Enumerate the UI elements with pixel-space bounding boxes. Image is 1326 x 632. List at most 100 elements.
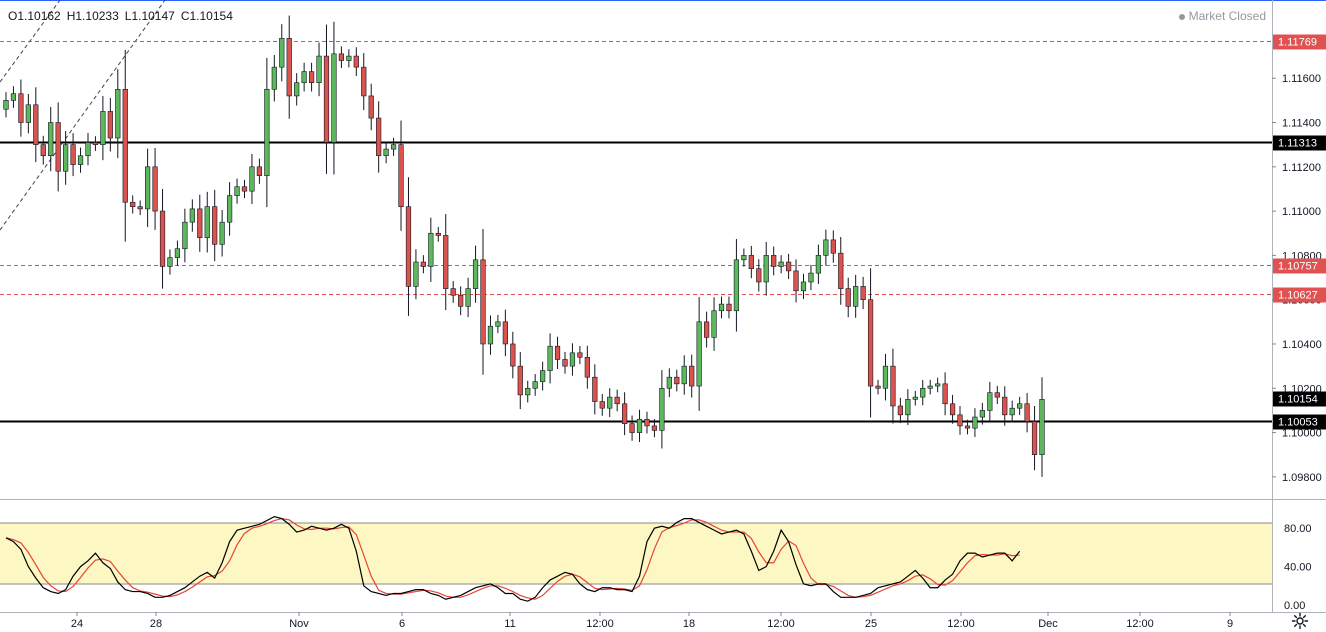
candle-body	[994, 392, 1000, 398]
trendline-2[interactable]	[0, 0, 166, 231]
x-tick-label: 11	[504, 618, 515, 630]
x-tick-label: 12:00	[586, 618, 614, 630]
ohlc-open: O1.10162	[8, 9, 61, 23]
candle-body	[756, 268, 762, 283]
candle-body	[927, 385, 933, 389]
candle-body	[584, 356, 590, 378]
candle-body	[33, 104, 39, 145]
candle-body	[517, 365, 523, 396]
candle-body	[1031, 421, 1038, 456]
candle-body	[815, 255, 822, 274]
candle-body	[130, 201, 136, 207]
ohlc-high: H1.10233	[66, 9, 119, 23]
candle-body	[145, 166, 151, 210]
candle-body	[100, 111, 106, 145]
candle-body	[435, 232, 441, 236]
candle-body	[830, 239, 836, 254]
candle-body	[219, 221, 225, 245]
candle-body	[681, 365, 687, 385]
market-status-text: Market Closed	[1188, 9, 1266, 23]
price-label-text: 1.11769	[1278, 37, 1317, 49]
candle-body	[942, 383, 948, 405]
candle-body	[85, 142, 91, 157]
candle-body	[495, 321, 501, 327]
candle-body	[115, 88, 121, 139]
candle-body	[204, 206, 210, 238]
candle-body	[979, 410, 985, 418]
price-label-text: 1.10627	[1278, 290, 1318, 302]
stoch-tick-label: 80.00	[1284, 523, 1312, 535]
candle-body	[957, 414, 963, 427]
candle-body	[987, 392, 993, 411]
candle-body	[525, 387, 531, 396]
price-label-text: 1.10154	[1278, 394, 1318, 406]
candle-body	[55, 122, 61, 172]
candle-body	[390, 144, 397, 150]
candle-body	[502, 321, 508, 345]
candle-body	[212, 206, 218, 245]
candle-body	[323, 55, 330, 143]
candle-body	[226, 195, 233, 223]
candle-body	[271, 66, 277, 90]
price-label-text: 1.10053	[1278, 417, 1318, 429]
candle-body	[644, 418, 650, 427]
candle-body	[92, 142, 99, 145]
candle-body	[636, 418, 643, 433]
candle-body	[346, 55, 352, 61]
x-tick-label: 12:00	[1126, 618, 1154, 630]
candle-body	[480, 259, 486, 345]
candle-body	[338, 53, 345, 61]
candle-body	[845, 288, 851, 307]
candle-body	[189, 208, 195, 223]
candle-body	[77, 155, 84, 165]
candle-body	[1024, 403, 1030, 422]
candle-body	[234, 186, 240, 196]
candle-body	[3, 100, 9, 110]
candle-body	[569, 352, 576, 367]
x-tick-label: Nov	[289, 618, 309, 630]
candle-body	[689, 365, 695, 387]
stoch-tick-label: 40.00	[1284, 562, 1312, 574]
candle-body	[763, 255, 769, 283]
x-tick-label: 6	[399, 618, 405, 630]
price-label-tag	[1273, 414, 1326, 430]
x-tick-label: 12:00	[767, 618, 795, 630]
candle-body	[666, 376, 672, 389]
x-tick-label: Dec	[1038, 618, 1058, 630]
candle-body	[599, 401, 605, 409]
ohlc-close: C1.10154	[180, 9, 233, 23]
y-tick-label: 1.10400	[1282, 339, 1322, 351]
status-dot-icon	[1178, 13, 1185, 20]
x-tick-label: 9	[1227, 618, 1233, 630]
candle-body	[10, 93, 17, 101]
candle-body	[808, 272, 814, 283]
candle-body	[562, 359, 568, 367]
candle-body	[361, 66, 367, 97]
candle-body	[651, 425, 658, 431]
candle-body	[107, 111, 113, 139]
candle-body	[935, 383, 941, 387]
candle-body	[800, 281, 807, 292]
candle-body	[540, 370, 546, 382]
candle-body	[532, 381, 538, 389]
gear-icon[interactable]	[1291, 612, 1309, 630]
candle-body	[785, 261, 792, 272]
candle-body	[607, 396, 613, 409]
candle-body	[472, 259, 479, 289]
candle-body	[383, 148, 389, 157]
candle-body	[778, 261, 784, 267]
candle-body	[882, 365, 889, 389]
candle-body	[301, 71, 307, 83]
candle-body	[368, 95, 374, 119]
candle-body	[510, 343, 516, 367]
candle-body	[70, 144, 76, 165]
price-label-text: 1.10757	[1278, 261, 1318, 273]
price-label-tag	[1273, 34, 1326, 50]
candle-body	[405, 206, 412, 287]
candle-body	[964, 425, 971, 429]
candle-body	[622, 403, 628, 425]
candle-body	[458, 294, 464, 307]
candle-body	[554, 345, 561, 360]
candle-body	[972, 416, 978, 429]
